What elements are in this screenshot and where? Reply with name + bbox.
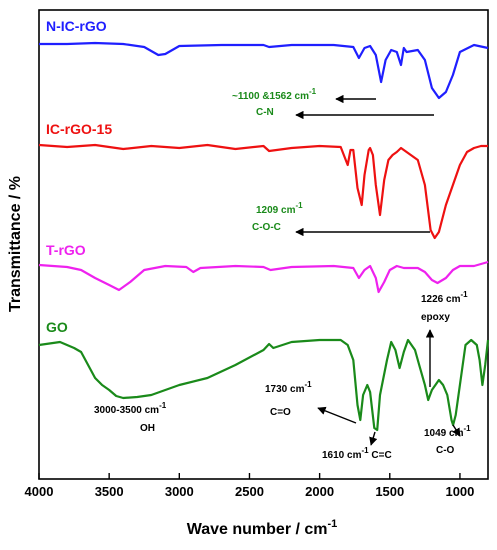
anno-ic-line1: 1209 cm-1 [256,201,303,216]
anno-go-oh-line2: OH [140,423,155,434]
anno-nic-line2: C-N [256,107,274,118]
x-tick-label: 3500 [95,484,124,499]
x-tick-label: 1000 [445,484,474,499]
series-line-ic-rgo-15 [38,143,488,240]
anno-go-c-o-line2: C-O [436,445,455,456]
series-label-ic-rgo-15: IC-rGO-15 [46,121,112,137]
x-tick-label: 3000 [165,484,194,499]
anno-go-oh-line1: 3000-3500 cm-1 [94,401,167,416]
anno-go-epoxy-line2: epoxy [421,312,450,323]
arrow-go-1049 [452,424,461,437]
anno-nic-line1: ~1100 &1562 cm-1 [232,87,317,102]
x-tick-label: 2000 [305,484,334,499]
anno-ic-line2: C-O-C [252,222,281,233]
series-line-n-ic-rgo [39,41,489,100]
spectra-series [38,41,490,432]
arrow-go-1730 [317,406,357,424]
plot-frame [38,9,489,480]
x-axis-title: Wave number / cm-1 [187,518,338,538]
arrow-go-1610 [369,431,378,446]
series-label-go: GO [46,319,68,335]
series-label-n-ic-rgo: N-IC-rGO [46,18,107,34]
y-axis-title: Transmittance / % [7,176,24,312]
anno-go-co-line1: 1730 cm-1 [265,380,312,395]
anno-go-epoxy-line1: 1226 cm-1 [421,290,468,305]
x-tick-label: 4000 [25,484,54,499]
anno-go-co-line2: C=O [270,407,291,418]
series-line-go [38,338,490,432]
series-line-t-rgo [38,260,489,294]
series-label-t-rgo: T-rGO [46,242,86,258]
annotation-arrows [295,94,461,446]
x-tick-label: 2500 [235,484,264,499]
x-tick-label: 1500 [375,484,404,499]
x-axis-ticks: 4000 3500 3000 2500 2000 1500 1000 [25,473,474,499]
anno-go-cc: 1610 cm-1 C=C [322,446,392,461]
anno-go-c-o-line1: 1049 cm-1 [424,424,471,439]
